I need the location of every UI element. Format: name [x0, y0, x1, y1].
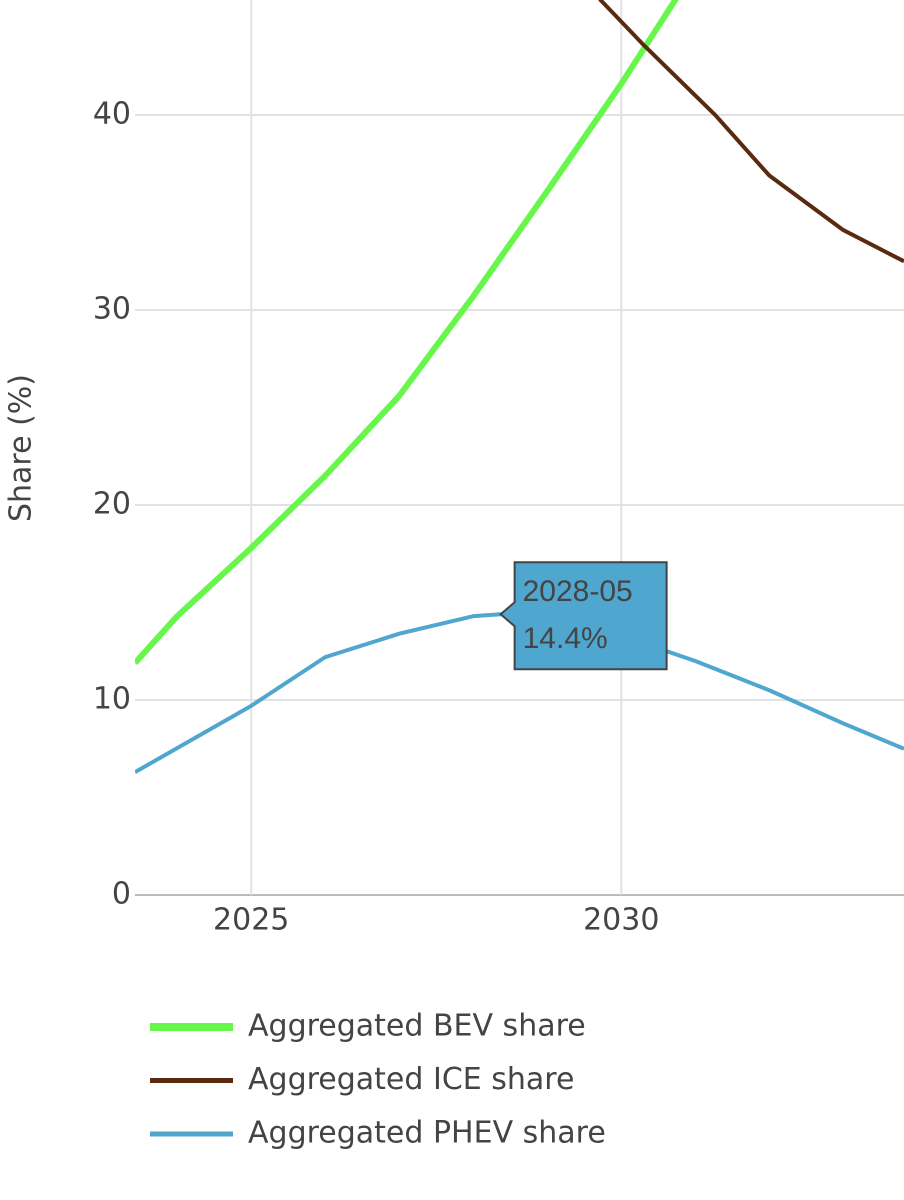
x-tick-label: 2025 [213, 903, 289, 938]
legend-label: Aggregated PHEV share [248, 1116, 606, 1151]
y-tick-label: 30 [93, 292, 131, 327]
legend-label: Aggregated ICE share [248, 1062, 574, 1097]
series-line [598, 0, 904, 264]
y-tick-label: 40 [93, 97, 131, 132]
y-tick-label: 10 [93, 682, 131, 717]
tooltip-value: 14.4% [523, 622, 608, 655]
y-tick-label: 0 [112, 877, 131, 912]
legend-label: Aggregated BEV share [248, 1009, 586, 1044]
y-tick-label: 20 [93, 487, 131, 522]
x-tick-label: 2030 [583, 903, 659, 938]
tooltip-box [499, 561, 668, 671]
y-axis-title: Share (%) [4, 374, 39, 522]
tooltip-date: 2028-05 [523, 575, 633, 608]
series-line [135, 0, 679, 665]
